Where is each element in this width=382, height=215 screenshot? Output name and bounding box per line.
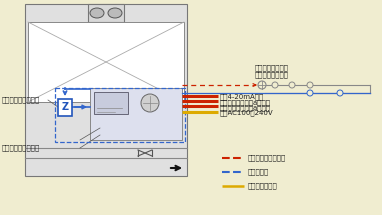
- Circle shape: [307, 90, 313, 96]
- Text: 電源AC100～240V: 電源AC100～240V: [220, 110, 274, 116]
- Text: （または電動弁）: （または電動弁）: [255, 72, 289, 78]
- Circle shape: [289, 82, 295, 88]
- Bar: [94, 92, 128, 114]
- Bar: [55, 88, 185, 142]
- Text: 伝送4-20mA出力: 伝送4-20mA出力: [220, 94, 264, 100]
- Text: 電気伝導率センサー: 電気伝導率センサー: [2, 145, 40, 151]
- Circle shape: [307, 82, 313, 88]
- Ellipse shape: [108, 8, 122, 18]
- Bar: [90, 88, 182, 140]
- Text: Z: Z: [62, 103, 68, 112]
- Text: 運転信号（無電圧a接点）: 運転信号（無電圧a接点）: [220, 105, 271, 111]
- Text: 薬液注入チャッキ弁: 薬液注入チャッキ弁: [2, 97, 40, 103]
- Text: は設置済み: は設置済み: [248, 169, 269, 175]
- Bar: [25, 4, 187, 176]
- Ellipse shape: [90, 8, 104, 18]
- Circle shape: [337, 90, 343, 96]
- Circle shape: [141, 94, 159, 112]
- Bar: [58, 99, 72, 116]
- Bar: [88, 4, 124, 22]
- Text: 補給水強制電磁弁: 補給水強制電磁弁: [255, 65, 289, 71]
- Circle shape: [272, 82, 278, 88]
- Text: は設置後計装が必要: は設置後計装が必要: [248, 155, 286, 161]
- Circle shape: [258, 81, 266, 89]
- Text: 警報出力（無電圧a接点）: 警報出力（無電圧a接点）: [220, 100, 271, 106]
- Bar: [28, 22, 184, 102]
- Text: は必要に応じて: は必要に応じて: [248, 183, 278, 189]
